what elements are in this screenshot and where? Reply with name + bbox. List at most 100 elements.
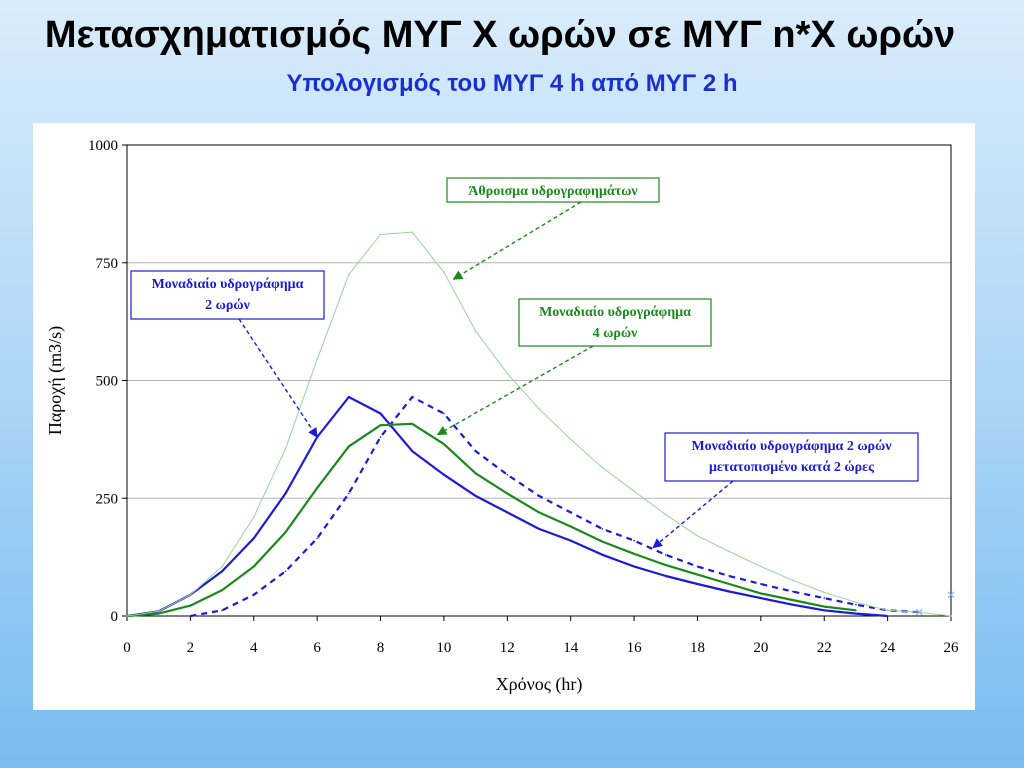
data-point [474,450,477,452]
data-point [474,472,477,475]
x-tick-label: 16 [627,640,643,656]
data-point [823,597,826,599]
data-point [443,443,445,445]
data-point [157,610,160,613]
data-point [760,592,762,595]
data-point [411,396,414,398]
data-point [760,597,762,599]
data-point [886,615,889,617]
data-point [443,412,445,415]
annotation-box [446,177,660,203]
x-tick-label: 4 [250,640,258,656]
data-point [189,615,192,617]
data-point [728,550,730,553]
data-point [696,535,699,537]
data-point [379,436,382,438]
annotation-arrow [452,201,582,280]
data-point [696,583,699,585]
data-point [664,564,667,566]
x-tick-label: 0 [123,640,131,656]
data-point [728,590,730,593]
gridlines [127,262,951,499]
data-point [189,594,192,596]
data-point [664,575,667,577]
data-point [696,565,699,568]
annotations: Άθροισμα υδρογραφημάτων Μοναδιαίο υδρογρά… [130,177,919,549]
data-point [791,590,794,593]
data-point [411,231,414,233]
data-point [601,528,604,530]
data-point [411,423,414,425]
data-point [855,601,857,604]
slide-subtitle: Υπολογισμός του ΜΥΓ 4 h από ΜΥΓ 2 h [286,70,738,97]
x-tick-label: 8 [377,640,385,656]
data-point [348,273,350,276]
x-tick-label: 20 [753,640,768,656]
data-point [252,594,255,596]
data-point [633,490,635,492]
data-point [664,553,667,556]
chart-panel: 0 250 500 750 1000 0 2 4 6 8 10 12 14 16 18 20 22 24 26 Χρό… [33,123,975,710]
data-point [601,553,604,556]
y-tick-label: 500 [96,374,119,390]
data-point [316,487,318,489]
series-line-dashed-blue [190,395,920,618]
slide-title: Μετασχηματισμός ΜΥΓ Χ ωρών σε ΜΥΓ n*X ωρ… [44,14,956,56]
data-point [569,438,572,441]
data-point [284,447,287,450]
data-point [443,473,445,476]
data-point [348,492,350,495]
sum-point-marker [947,591,955,599]
data-point [855,603,857,606]
data-point [506,511,509,514]
annotation-arrow [436,345,594,436]
data-point [601,466,604,469]
data-point [855,609,857,612]
data-point [538,407,540,410]
data-point [664,513,667,516]
data-point [474,495,477,497]
y-tick-label: 0 [111,609,119,625]
y-tick-label: 750 [96,256,119,272]
data-point [284,570,287,573]
data-point [791,603,794,606]
data-point [252,516,255,518]
data-point [791,599,794,601]
data-point [348,396,350,398]
data-point [284,531,287,533]
data-point [252,565,255,568]
data-point [633,539,635,542]
data-point [823,591,826,594]
data-point [569,511,572,514]
data-point [126,615,128,617]
annotation-text: Μοναδιαίο υδρογράφημα [152,277,304,292]
x-tick-label: 12 [500,640,515,656]
y-axis-label: Παροχή (m3/s) [45,326,66,435]
data-point [284,492,287,495]
x-tick-label: 18 [690,640,705,656]
data-point [760,565,762,568]
data-point [728,583,730,585]
series-line-solid-blue [126,395,888,618]
data-point [633,565,635,568]
data-point [760,583,762,585]
data-point [855,612,857,615]
data-point [189,604,192,607]
annotation-box [664,432,919,482]
annotation-box [130,270,325,320]
annotation-text: Μοναδιαίο υδρογράφημα 2 ωρών [691,439,892,454]
annotation-arrow [652,480,734,549]
annotation-text: 2 ωρών [205,298,250,313]
series-lines [126,231,955,618]
data-point [252,537,255,540]
data-point [728,575,730,577]
data-point [221,570,223,573]
annotation-text: 4 ωρών [593,326,638,341]
data-point [221,609,223,612]
x-tick-label: 22 [817,640,832,656]
data-point [221,589,223,591]
data-point [221,565,223,568]
data-point [791,579,794,582]
